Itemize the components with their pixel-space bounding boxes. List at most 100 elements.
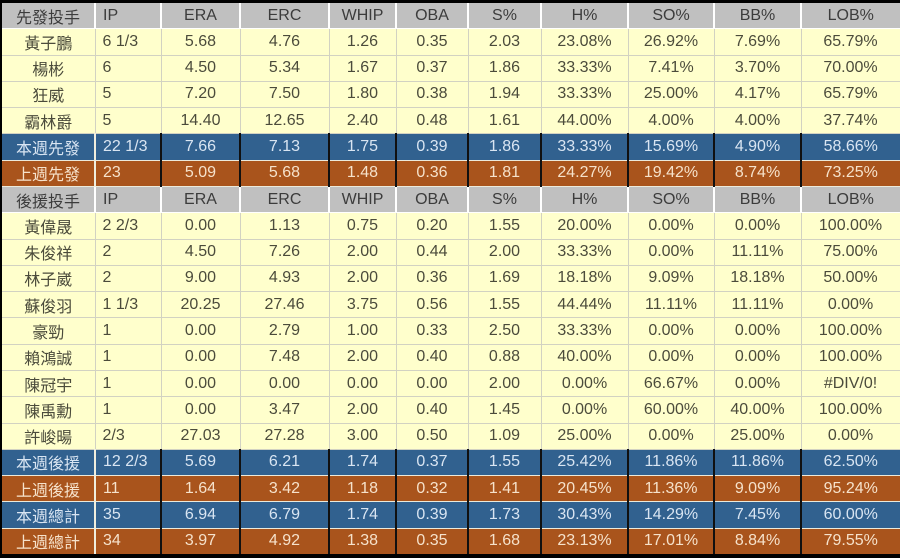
stat-cell: 20.45%	[540, 475, 628, 503]
stat-cell: 100.00%	[800, 317, 900, 345]
pitcher-row: 陳冠宇 1 0.00 0.00 0.00 0.00 2.00 0.00% 66.67% 0.00%…	[0, 369, 900, 398]
stat-cell: 0.35	[395, 28, 469, 56]
pitcher-row: 豪勁 1 0.00 2.79 1.00 0.33 2.50 33.33% 0.00% 0.00% 1…	[0, 317, 900, 345]
stat-cell: 1.68	[467, 527, 541, 557]
stat-cell: 11.86%	[627, 448, 714, 477]
stat-cell: 60.00%	[627, 396, 715, 424]
stat-cell: 1.18	[328, 475, 396, 503]
stat-cell: 5	[94, 107, 162, 135]
stat-cell: 25.00%	[540, 422, 629, 450]
row-label-cell: 本週總計	[1, 501, 95, 529]
stat-cell: 25.42%	[540, 448, 628, 477]
stat-cell: 73.25%	[800, 159, 900, 187]
stat-cell: 0.00	[160, 212, 241, 240]
stat-cell: 44.44%	[540, 291, 629, 319]
pitcher-row: 蘇俊羽 1 1/3 20.25 27.46 3.75 0.56 1.55 44.44% 11.1…	[0, 291, 900, 319]
stat-cell: 12.65	[239, 107, 330, 135]
row-label-cell: 後援投手	[1, 185, 95, 214]
stat-cell: 1.86	[467, 133, 541, 161]
stat-cell: 1.94	[467, 80, 542, 109]
stat-cell: 3.42	[239, 475, 329, 503]
stat-cell: 1.74	[328, 448, 396, 477]
stat-cell: 34	[94, 527, 161, 557]
stat-cell: 7.69%	[713, 28, 802, 56]
stat-cell: 23.08%	[540, 28, 629, 56]
stat-cell: 2.00	[328, 343, 397, 371]
stat-cell: 5.69	[160, 448, 240, 477]
stat-cell: 40.00%	[713, 396, 802, 424]
row-label-cell: 楊彬	[0, 54, 96, 82]
stat-cell: 12 2/3	[94, 448, 161, 477]
row-label-cell: 黃子鵬	[0, 28, 96, 56]
stat-cell: 7.50	[239, 80, 330, 109]
stat-cell: 0.33	[395, 317, 469, 345]
row-label-cell: 狂威	[0, 80, 96, 109]
stat-cell: 0.00%	[540, 396, 629, 424]
stat-cell: LOB%	[800, 0, 900, 30]
stat-cell: 3.75	[328, 291, 397, 319]
stat-cell: 4.00%	[713, 107, 802, 135]
stat-cell: 1.64	[160, 475, 240, 503]
stat-cell: 2.50	[467, 317, 542, 345]
stat-cell: SO%	[627, 185, 714, 214]
stat-cell: 1.69	[467, 264, 542, 293]
last-week-summary-row: 上週總計 34 3.97 4.92 1.38 0.35 1.68 23.13% 17.01% 8.…	[1, 527, 900, 557]
stat-cell: 7.13	[239, 133, 329, 161]
stat-cell: 62.50%	[800, 448, 900, 477]
stat-cell: 24.27%	[540, 159, 628, 187]
stat-cell: 6.21	[239, 448, 329, 477]
stat-cell: 1.09	[467, 422, 542, 450]
stat-cell: ERC	[239, 185, 329, 214]
pitcher-row: 黃偉晟 2 2/3 0.00 1.13 0.75 0.20 1.55 20.00% 0.00% 0…	[0, 212, 900, 240]
stat-cell: H%	[540, 0, 628, 30]
stat-cell: 0.40	[395, 396, 469, 424]
stat-cell: 0.00%	[713, 369, 802, 398]
stat-cell: 2.03	[467, 28, 542, 56]
stat-cell: 22 1/3	[94, 133, 161, 161]
stat-cell: 65.79%	[800, 80, 900, 109]
stat-cell: ERA	[160, 185, 240, 214]
stat-cell: 1.55	[467, 448, 541, 477]
stat-cell: 25.00%	[627, 80, 715, 109]
stat-cell: SO%	[627, 0, 714, 30]
stat-cell: 15.69%	[627, 133, 714, 161]
stat-cell: 1	[94, 317, 162, 345]
stat-cell: 1	[94, 343, 162, 371]
stat-cell: 2 2/3	[94, 212, 162, 240]
stat-cell: 100.00%	[800, 396, 900, 424]
stat-cell: 33.33%	[540, 133, 628, 161]
stat-cell: 0.38	[395, 80, 469, 109]
stat-cell: 0.00%	[800, 291, 900, 319]
stat-cell: 0.00%	[627, 422, 715, 450]
stat-cell: 7.66	[160, 133, 240, 161]
row-label-cell: 霸林爵	[0, 107, 96, 135]
stat-cell: 1.74	[328, 501, 396, 529]
column-header-row: 後援投手 IP ERA ERC WHIP OBA S% H% SO% BB% LOB%	[1, 185, 900, 214]
this-week-summary-row: 本週先發 22 1/3 7.66 7.13 1.75 0.39 1.86 33.33% 15.6…	[1, 133, 900, 161]
stat-cell: 2.79	[239, 317, 330, 345]
stat-cell: 0.35	[395, 527, 468, 557]
stat-cell: 2.00	[328, 396, 397, 424]
stat-cell: 0.32	[395, 475, 468, 503]
stat-cell: 1.41	[467, 475, 541, 503]
stat-cell: 11.11%	[713, 291, 802, 319]
row-label-cell: 本週後援	[1, 448, 95, 477]
stat-cell: 4.92	[239, 527, 329, 557]
stat-cell: WHIP	[328, 0, 396, 30]
stat-cell: 5	[94, 80, 162, 109]
stat-cell: 4.50	[160, 238, 241, 266]
pitcher-row: 林子崴 2 9.00 4.93 2.00 0.36 1.69 18.18% 9.09% 18.18…	[0, 264, 900, 293]
stat-cell: 65.79%	[800, 28, 900, 56]
stat-cell: 7.41%	[627, 54, 715, 82]
stat-cell: 2.00	[328, 264, 397, 293]
stat-cell: 27.28	[239, 422, 330, 450]
stat-cell: 0.36	[395, 264, 469, 293]
stat-cell: 11	[94, 475, 161, 503]
stat-cell: 2.00	[467, 238, 542, 266]
stat-cell: WHIP	[328, 185, 396, 214]
stat-cell: 9.09%	[713, 475, 801, 503]
stat-cell: 100.00%	[800, 343, 900, 371]
row-label-cell: 林子崴	[0, 264, 96, 293]
stat-cell: 6.94	[160, 501, 240, 529]
stat-cell: 25.00%	[713, 422, 802, 450]
